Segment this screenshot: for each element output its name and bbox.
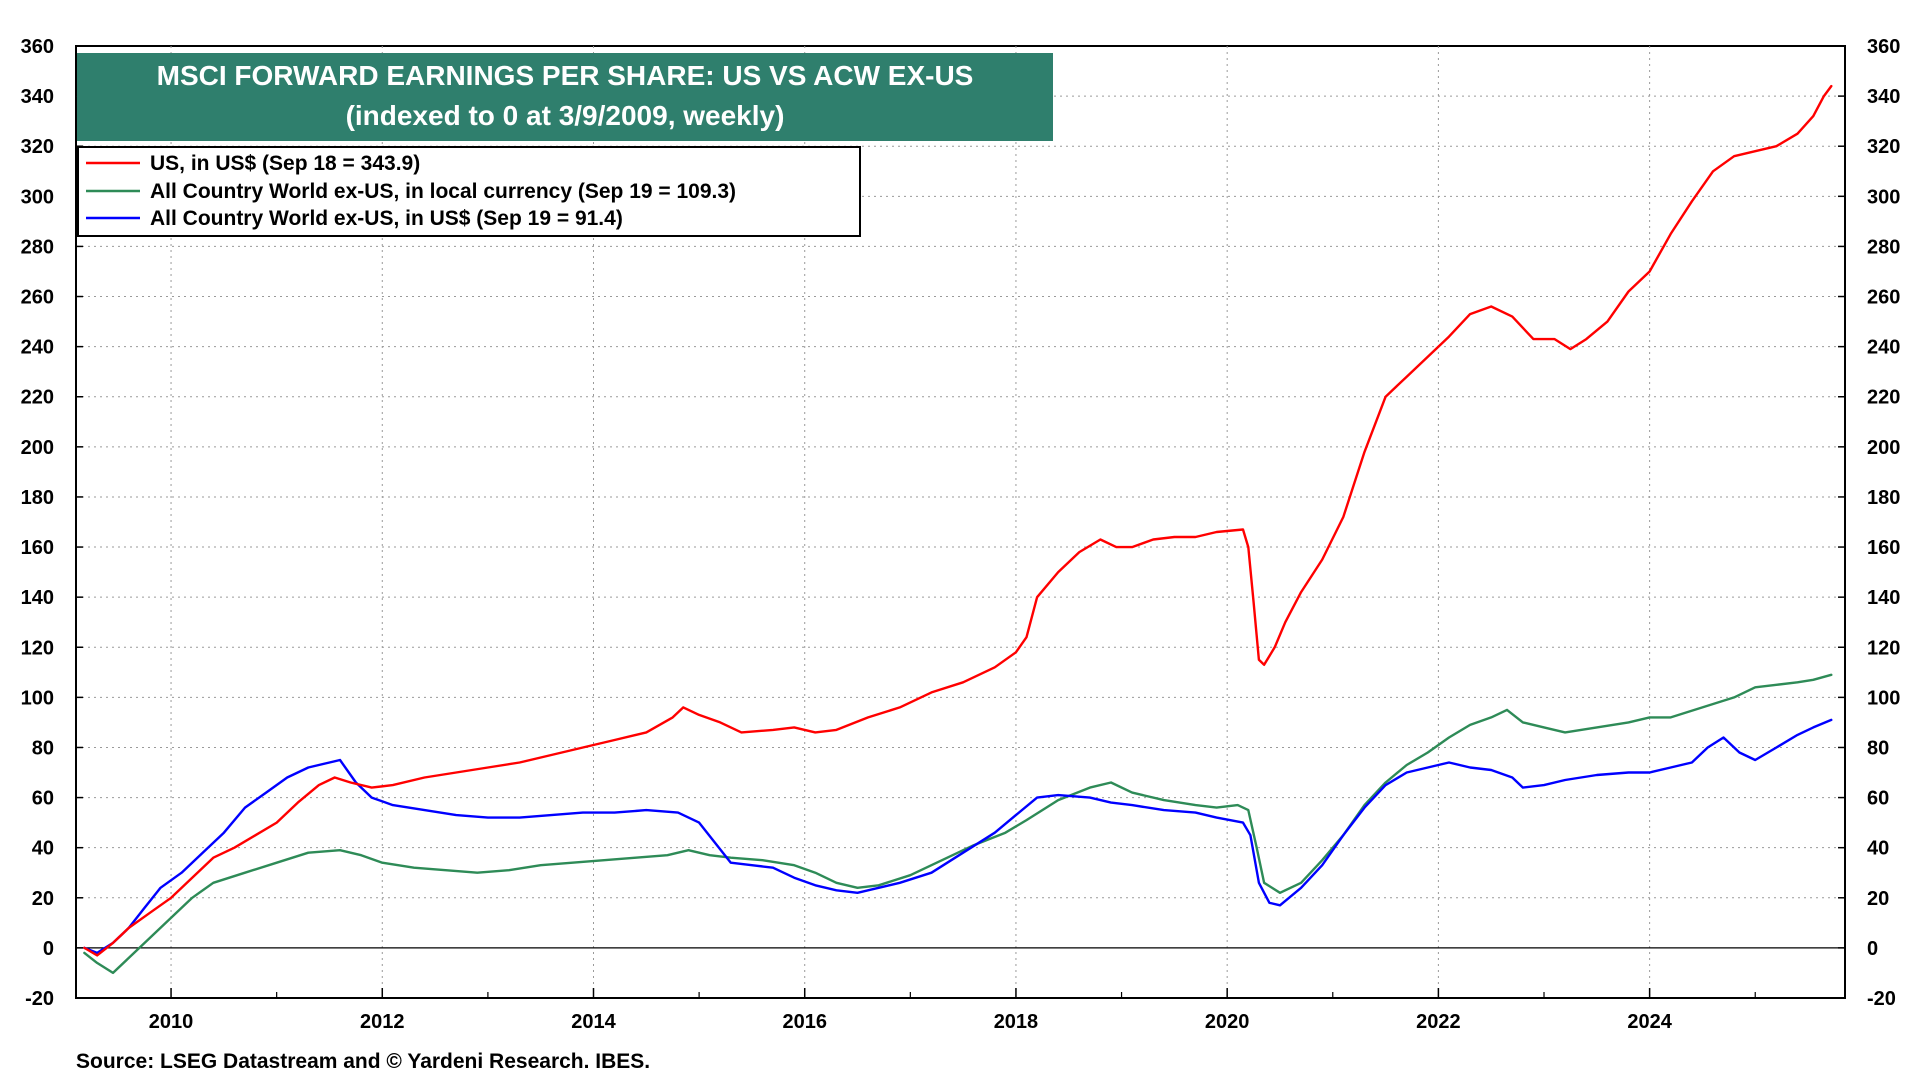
- y-tick-label-left: 60: [32, 788, 54, 810]
- y-tick-label-right: 180: [1867, 487, 1900, 509]
- y-tick-label-left: 140: [21, 587, 54, 609]
- y-tick-label-right: 340: [1867, 86, 1900, 108]
- y-tick-label-left: 220: [21, 387, 54, 409]
- x-tick-label: 2020: [1205, 1011, 1250, 1033]
- y-tick-label-left: 260: [21, 287, 54, 309]
- series-line-acwx-local: [83, 673, 1833, 975]
- y-tick-label-left: 280: [21, 236, 54, 258]
- y-tick-label-right: 260: [1867, 287, 1900, 309]
- y-tick-label-left: 240: [21, 337, 54, 359]
- plot-frame: [75, 45, 1846, 999]
- x-tick-label: 2012: [360, 1011, 405, 1033]
- y-tick-label-left: 200: [21, 437, 54, 459]
- y-tick-label-left: 80: [32, 737, 54, 759]
- y-tick-label-right: 100: [1867, 687, 1900, 709]
- y-tick-label-left: 300: [21, 186, 54, 208]
- y-tick-label-right: 320: [1867, 136, 1900, 158]
- y-tick-label-left: 100: [21, 687, 54, 709]
- x-tick-label: 2018: [994, 1011, 1039, 1033]
- series-line-us-usd: [83, 84, 1833, 957]
- source-note: Source: LSEG Datastream and © Yardeni Re…: [76, 1050, 650, 1073]
- y-tick-label-right: -20: [1867, 988, 1896, 1010]
- y-tick-label-right: 200: [1867, 437, 1900, 459]
- y-tick-label-left: 340: [21, 86, 54, 108]
- y-tick-label-left: 0: [43, 938, 54, 960]
- chart-subtitle: (indexed to 0 at 3/9/2009, weekly): [346, 100, 785, 131]
- title-box: MSCI FORWARD EARNINGS PER SHARE: US VS A…: [77, 53, 1053, 141]
- legend-label-us: US, in US$ (Sep 18 = 343.9): [150, 152, 420, 175]
- y-tick-label-left: 40: [32, 838, 54, 860]
- y-tick-label-left: 180: [21, 487, 54, 509]
- y-tick-label-right: 80: [1867, 737, 1889, 759]
- title-background: [77, 53, 1053, 141]
- y-tick-label-right: 160: [1867, 537, 1900, 559]
- series-line-acwx-usd: [83, 718, 1833, 955]
- y-tick-label-right: 140: [1867, 587, 1900, 609]
- y-tick-label-left: -20: [25, 988, 54, 1010]
- y-tick-label-right: 120: [1867, 637, 1900, 659]
- x-tick-label: 2024: [1627, 1011, 1672, 1033]
- y-tick-label-left: 20: [32, 888, 54, 910]
- x-tick-label: 2010: [149, 1011, 194, 1033]
- y-tick-label-right: 240: [1867, 337, 1900, 359]
- y-tick-label-right: 360: [1867, 36, 1900, 58]
- legend-box: [77, 146, 861, 237]
- y-tick-label-left: 320: [21, 136, 54, 158]
- y-tick-label-left: 360: [21, 36, 54, 58]
- y-tick-label-right: 0: [1867, 938, 1878, 960]
- y-tick-label-right: 220: [1867, 387, 1900, 409]
- y-tick-label-right: 40: [1867, 838, 1889, 860]
- legend: US, in US$ (Sep 18 = 343.9) All Country …: [77, 146, 861, 237]
- y-tick-label-right: 300: [1867, 186, 1900, 208]
- y-tick-label-right: 60: [1867, 788, 1889, 810]
- x-tick-label: 2014: [571, 1011, 616, 1033]
- x-tick-label: 2016: [782, 1011, 827, 1033]
- series-layer: [83, 84, 1833, 975]
- legend-label-acwx-usd: All Country World ex-US, in US$ (Sep 19 …: [150, 207, 623, 230]
- chart-title: MSCI FORWARD EARNINGS PER SHARE: US VS A…: [157, 60, 974, 91]
- legend-label-acwx-local: All Country World ex-US, in local curren…: [150, 180, 736, 203]
- y-tick-label-left: 120: [21, 637, 54, 659]
- tick-labels: 360 360 340 340 320 320 300 300 280 280 260 260 240 2…: [21, 36, 1901, 1033]
- y-tick-label-right: 20: [1867, 888, 1889, 910]
- y-tick-label-left: 160: [21, 537, 54, 559]
- x-tick-label: 2022: [1416, 1011, 1461, 1033]
- y-tick-label-right: 280: [1867, 236, 1900, 258]
